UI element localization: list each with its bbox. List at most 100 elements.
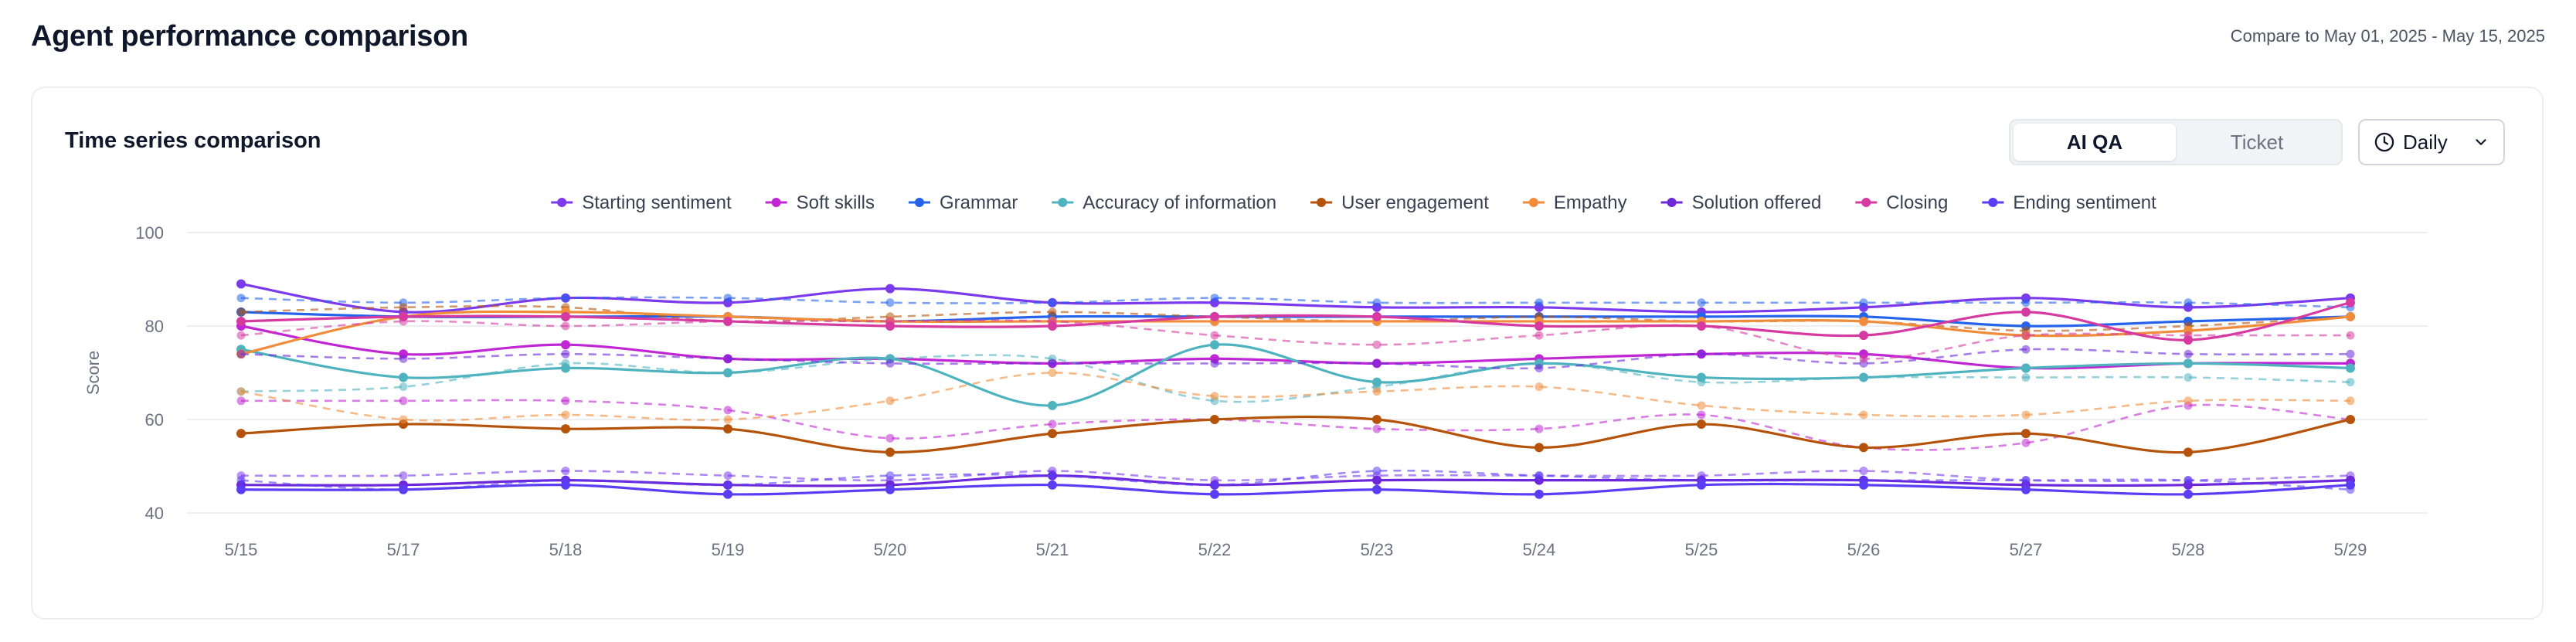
compare-point xyxy=(885,396,895,406)
data-point xyxy=(1210,311,1219,321)
legend-swatch-dot xyxy=(1058,198,1068,207)
x-tick-label: 5/25 xyxy=(1685,540,1718,559)
page-title: Agent performance comparison xyxy=(31,20,468,53)
data-point xyxy=(1048,429,1057,439)
compare-point xyxy=(399,382,408,392)
x-tick-label: 5/24 xyxy=(1523,540,1556,559)
legend-swatch-dot xyxy=(914,198,924,207)
data-point xyxy=(1859,372,1868,382)
compare-point xyxy=(2021,331,2031,340)
data-point xyxy=(723,316,732,326)
compare-point xyxy=(236,476,246,485)
data-point xyxy=(1210,415,1219,424)
data-point xyxy=(1372,415,1381,424)
data-point xyxy=(2183,447,2193,457)
compare-point xyxy=(399,303,408,312)
compare-point xyxy=(723,471,732,481)
x-tick-label: 5/17 xyxy=(387,540,420,559)
compare-point xyxy=(1048,471,1057,481)
compare-point xyxy=(1210,294,1219,303)
compare-line-closing xyxy=(240,319,2350,360)
data-point xyxy=(561,363,570,373)
compare-point xyxy=(236,387,246,396)
legend-item: Ending sentiment xyxy=(1982,192,2156,213)
y-tick-label: 60 xyxy=(145,410,164,430)
data-point xyxy=(2346,297,2355,307)
series-empathy xyxy=(236,307,2355,424)
legend-item: Solution offered xyxy=(1660,192,1821,213)
x-tick-label: 5/18 xyxy=(549,540,583,559)
legend-item: Starting sentiment xyxy=(551,192,732,213)
x-tick-label: 5/21 xyxy=(1036,540,1069,559)
data-point xyxy=(885,284,895,294)
data-point xyxy=(561,311,570,321)
compare-point xyxy=(723,406,732,415)
compare-line-solution-offered xyxy=(240,348,2351,370)
data-point xyxy=(1697,321,1706,331)
compare-range-text: Compare to May 01, 2025 - May 15, 2025 xyxy=(2230,26,2545,46)
legend-swatch-dot xyxy=(1861,198,1871,207)
data-point xyxy=(1210,489,1219,499)
toggle-ticket[interactable]: Ticket xyxy=(2230,130,2284,154)
legend-label: User engagement xyxy=(1341,192,1489,213)
data-point xyxy=(1048,321,1057,331)
compare-point xyxy=(1048,420,1057,429)
data-point xyxy=(885,484,895,494)
legend-item: Grammar xyxy=(908,192,1018,213)
compare-point xyxy=(1048,358,1057,368)
data-point xyxy=(2183,358,2193,369)
series-line-solution-offered xyxy=(240,474,2351,487)
legend-label: Soft skills xyxy=(797,192,875,213)
period-select[interactable]: Daily xyxy=(2358,119,2505,165)
compare-point xyxy=(2183,396,2193,406)
compare-point xyxy=(1697,401,1706,410)
legend-item: User engagement xyxy=(1310,192,1489,213)
series-line-ending-sentiment xyxy=(240,482,2351,496)
legend-label: Ending sentiment xyxy=(2013,192,2156,213)
compare-point xyxy=(1534,331,1544,340)
compare-point xyxy=(2183,349,2193,358)
compare-point xyxy=(723,415,732,424)
data-point xyxy=(1697,420,1706,430)
series-ending-sentiment xyxy=(236,467,2355,499)
compare-point xyxy=(236,396,246,406)
compare-point xyxy=(885,298,895,307)
data-point xyxy=(885,321,895,331)
series-line-closing xyxy=(240,301,2351,341)
compare-point xyxy=(2021,373,2031,382)
compare-point xyxy=(2346,349,2355,358)
data-point xyxy=(236,316,246,326)
compare-point xyxy=(723,294,732,303)
compare-point xyxy=(1859,354,1868,363)
compare-point xyxy=(1697,349,1706,358)
compare-point xyxy=(2346,396,2355,406)
x-tick-label: 5/22 xyxy=(1198,540,1232,559)
data-point xyxy=(2183,489,2193,499)
legend-swatch-dot xyxy=(771,198,781,207)
compare-line-ending-sentiment xyxy=(240,469,2351,491)
series-starting-sentiment xyxy=(236,279,2355,485)
compare-point xyxy=(1048,298,1057,307)
data-point xyxy=(2346,311,2355,321)
period-label: Daily xyxy=(2403,130,2448,154)
data-point xyxy=(1859,331,1868,341)
compare-point xyxy=(236,349,246,358)
compare-point xyxy=(2346,378,2355,387)
compare-point xyxy=(1534,363,1544,372)
data-point xyxy=(399,372,408,382)
legend-label: Accuracy of information xyxy=(1082,192,1276,213)
compare-point xyxy=(561,396,570,406)
compare-point xyxy=(1210,481,1219,490)
toggle-ai-qa[interactable]: AI QA xyxy=(2014,124,2176,161)
data-point xyxy=(399,311,408,321)
compare-point xyxy=(1210,358,1219,368)
data-point xyxy=(1210,340,1219,350)
series-line-accuracy-of-information xyxy=(240,343,2351,407)
chevron-down-icon xyxy=(2472,134,2489,151)
data-point xyxy=(723,489,732,499)
data-point xyxy=(1048,480,1057,490)
compare-point xyxy=(2183,373,2193,382)
compare-point xyxy=(2183,298,2193,307)
compare-point xyxy=(1372,298,1381,307)
legend-swatch-dot xyxy=(1317,198,1327,207)
